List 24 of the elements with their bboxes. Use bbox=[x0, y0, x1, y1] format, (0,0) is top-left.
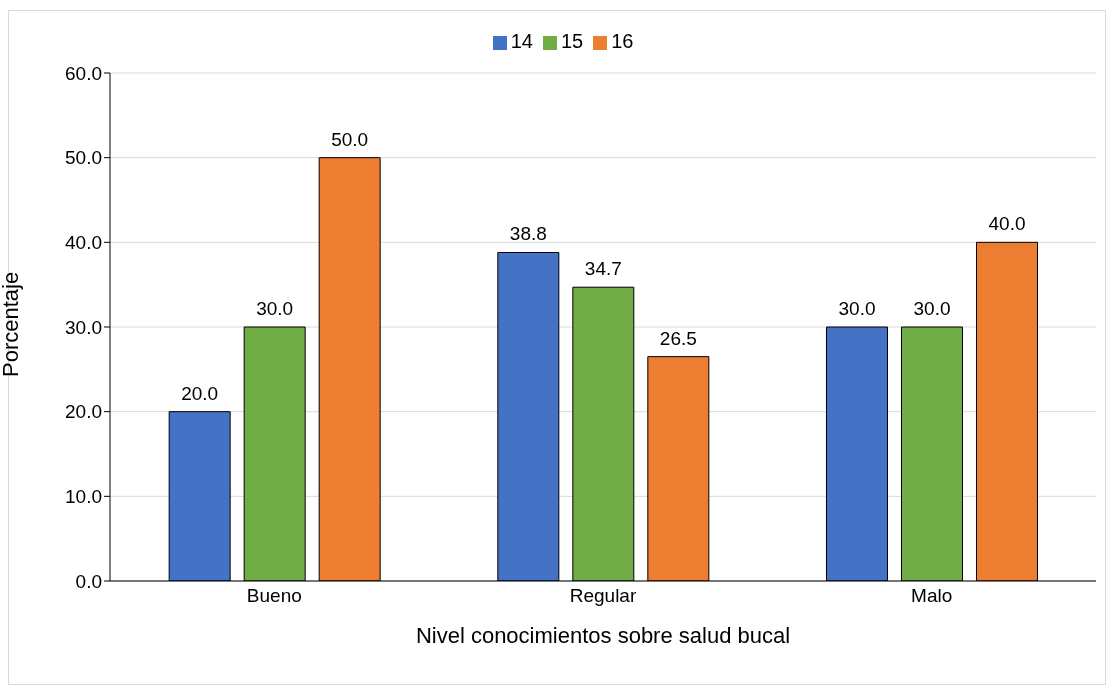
x-tick-label: Regular bbox=[569, 585, 637, 607]
y-tick-label: 40.0 bbox=[65, 232, 102, 254]
data-label: 20.0 bbox=[181, 382, 219, 404]
y-tick-label: 30.0 bbox=[65, 316, 102, 338]
legend-label: 15 bbox=[560, 30, 584, 52]
data-label: 30.0 bbox=[256, 298, 294, 319]
y-tick-label: 60.0 bbox=[65, 62, 102, 84]
data-label: 40.0 bbox=[988, 213, 1026, 235]
data-label: 30.0 bbox=[913, 298, 951, 319]
y-axis-title: Porcentaje bbox=[0, 271, 23, 377]
y-tick-label: 10.0 bbox=[65, 486, 102, 508]
x-axis-title: Nivel conocimientos sobre salud bucal bbox=[415, 623, 791, 648]
x-tick-label: Bueno bbox=[246, 585, 302, 607]
data-label: 38.8 bbox=[509, 223, 547, 245]
legend-label: 16 bbox=[611, 30, 634, 52]
data-label: 30.0 bbox=[838, 298, 876, 319]
legend-label: 14 bbox=[510, 30, 533, 52]
data-label: 26.5 bbox=[659, 327, 697, 349]
x-tick-label: Malo bbox=[911, 585, 953, 607]
y-tick-label: 0.0 bbox=[75, 570, 102, 592]
data-label: 50.0 bbox=[331, 128, 369, 150]
data-label: 34.7 bbox=[584, 258, 622, 280]
y-tick-label: 50.0 bbox=[65, 147, 102, 169]
y-tick-label: 20.0 bbox=[65, 401, 102, 423]
